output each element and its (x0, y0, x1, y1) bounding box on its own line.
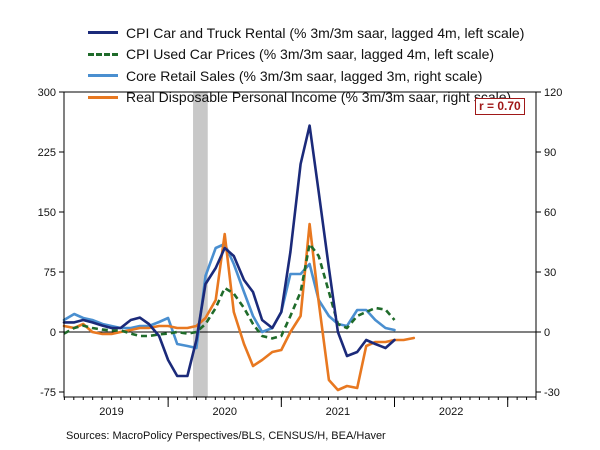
right-axis-ticks: -30 0 30 60 90 120 (536, 87, 562, 399)
legend-label-cpi-used-car-prices: CPI Used Car Prices (% 3m/3m saar, lagge… (126, 46, 495, 63)
source-note: Sources: MacroPolicy Perspectives/BLS, C… (66, 430, 386, 442)
right-tick-label: -30 (544, 387, 560, 399)
left-tick-label: 225 (38, 147, 56, 159)
left-tick-label: 75 (44, 267, 56, 279)
legend-label-cpi-car-truck-rental: CPI Car and Truck Rental (% 3m/3m saar, … (126, 24, 525, 41)
plot-background (64, 92, 536, 397)
left-tick-label: 150 (38, 207, 56, 219)
series-line-1 (63, 242, 396, 340)
legend-swatch-core-retail-sales (88, 74, 118, 78)
legend-swatch-real-disposable-income (88, 95, 118, 99)
legend: CPI Car and Truck Rental (% 3m/3m saar, … (88, 22, 524, 108)
left-tick-label: -75 (40, 387, 56, 399)
right-tick-label: 120 (544, 87, 562, 99)
right-tick-label: 60 (544, 207, 556, 219)
legend-label-core-retail-sales: Core Retail Sales (% 3m/3m saar, lagged … (126, 67, 483, 84)
x-tick-label: 2022 (439, 406, 463, 418)
left-axis-ticks: -75 0 75 150 225 300 (38, 87, 64, 399)
legend-item-cpi-car-truck-rental: CPI Car and Truck Rental (% 3m/3m saar, … (88, 22, 524, 44)
left-tick-label: 300 (38, 87, 56, 99)
series-line-0 (62, 124, 396, 378)
left-tick-label: 0 (50, 327, 56, 339)
right-tick-label: 90 (544, 147, 556, 159)
x-axis-ticks: 2019 2020 2021 2022 (63, 397, 537, 418)
x-tick-label: 2019 (99, 406, 123, 418)
legend-item-core-retail-sales: Core Retail Sales (% 3m/3m saar, lagged … (88, 65, 524, 87)
legend-label-real-disposable-income: Real Disposable Personal Income (% 3m/3m… (126, 89, 512, 106)
right-tick-label: 0 (544, 327, 550, 339)
legend-swatch-cpi-used-car-prices (88, 52, 118, 56)
series-layer (62, 124, 416, 392)
legend-swatch-cpi-car-truck-rental (88, 31, 118, 35)
plot-frame (63, 91, 537, 398)
right-tick-label: 30 (544, 267, 556, 279)
recession-band (193, 92, 208, 397)
legend-item-real-disposable-income: Real Disposable Personal Income (% 3m/3m… (88, 87, 524, 109)
correlation-annotation: r = 0.70 (475, 98, 525, 115)
x-tick-label: 2020 (212, 406, 236, 418)
legend-item-cpi-used-car-prices: CPI Used Car Prices (% 3m/3m saar, lagge… (88, 44, 524, 66)
x-tick-label: 2021 (326, 406, 350, 418)
